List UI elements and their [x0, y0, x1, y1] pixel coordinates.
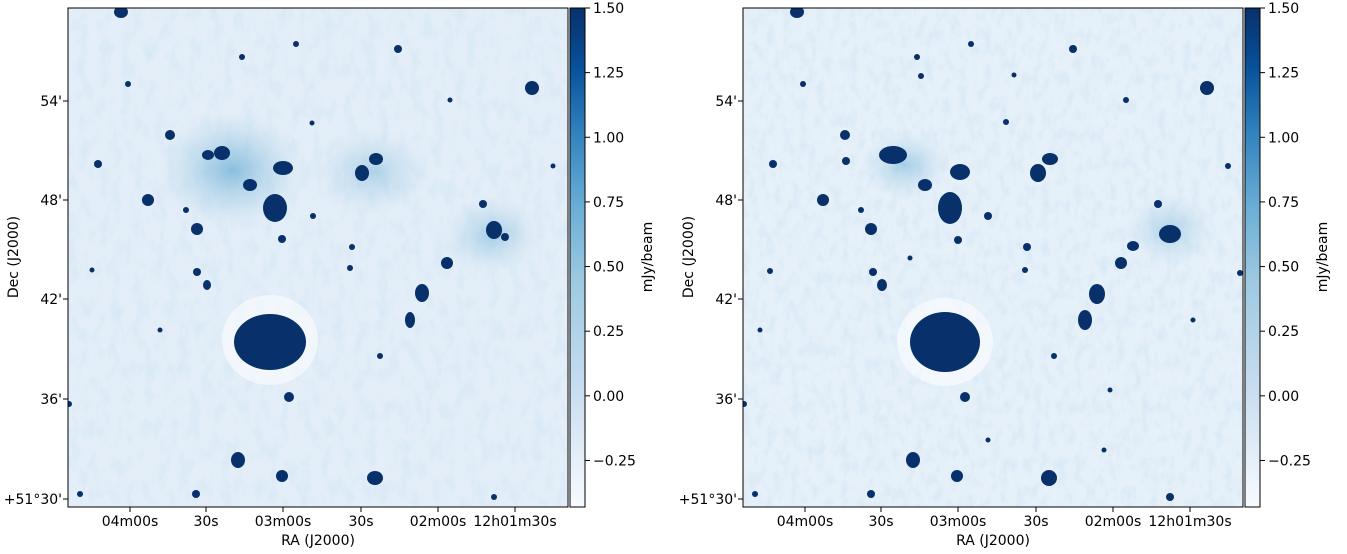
x-tick-label: 04m00s [777, 514, 834, 530]
right-x-tick-labels: 04m00s 30s 03m00s 30s 02m00s 12h01m30s [777, 514, 1232, 530]
x-tick-label: 12h01m30s [1148, 514, 1231, 530]
left-y-tick-labels: +51°30' 36' 42' 48' 54' [4, 94, 62, 508]
y-tick-label: 42' [40, 292, 62, 308]
left-axes-frame [67, 7, 569, 508]
right-colorbar [1244, 7, 1261, 508]
right-colorbar-label: mJy/beam [1315, 222, 1331, 293]
colorbar-tick-label: 1.00 [1268, 130, 1299, 146]
left-colorbar-ticks: 1.50 1.25 1.00 0.75 0.50 0.25 0.00 −0.25 [585, 1, 636, 469]
y-tick-label: 36' [715, 392, 737, 408]
colorbar-tick-label: 1.50 [1268, 1, 1299, 17]
x-tick-label: 02m00s [410, 514, 467, 530]
colorbar-tick-label: 0.00 [593, 389, 624, 405]
x-tick-label: 30s [193, 514, 218, 530]
y-tick-label: 48' [715, 193, 737, 209]
left-x-tick-marks [129, 507, 516, 512]
y-tick-label: 36' [40, 392, 62, 408]
right-y-tick-labels: +51°30' 36' 42' 48' 54' [679, 94, 737, 508]
x-tick-label: 02m00s [1085, 514, 1142, 530]
left-radio-image [68, 8, 568, 507]
colorbar-tick-label: −0.25 [1268, 453, 1311, 469]
colorbar-tick-label: 0.75 [1268, 195, 1299, 211]
left-colorbar [569, 7, 586, 508]
x-tick-label: 30s [1023, 514, 1048, 530]
colorbar-tick-label: 0.25 [1268, 324, 1299, 340]
y-tick-label: +51°30' [679, 492, 737, 508]
x-tick-label: 03m00s [930, 514, 987, 530]
right-radio-image [743, 8, 1243, 507]
y-tick-label: 54' [715, 94, 737, 110]
colorbar-tick-label: 1.25 [593, 66, 624, 82]
x-tick-label: 12h01m30s [473, 514, 556, 530]
left-sources [68, 8, 556, 500]
colorbar-tick-label: 0.00 [1268, 389, 1299, 405]
colorbar-tick-label: −0.25 [593, 453, 636, 469]
colorbar-tick-label: 0.75 [593, 195, 624, 211]
y-tick-label: 42' [715, 292, 737, 308]
right-y-tick-marks [738, 100, 743, 500]
right-colorbar-ticks: 1.50 1.25 1.00 0.75 0.50 0.25 0.00 −0.25 [1260, 1, 1311, 469]
colorbar-tick-label: 1.50 [593, 1, 624, 17]
x-tick-label: 04m00s [102, 514, 159, 530]
colorbar-tick-label: 0.50 [593, 260, 624, 276]
right-y-axis-label: Dec (J2000) [681, 216, 697, 298]
x-tick-label: 03m00s [255, 514, 312, 530]
x-tick-label: 30s [348, 514, 373, 530]
right-sources [743, 8, 1243, 501]
colorbar-tick-label: 1.00 [593, 130, 624, 146]
left-y-axis-label: Dec (J2000) [6, 216, 22, 298]
right-axes-frame [742, 7, 1244, 508]
colorbar-tick-label: 1.25 [1268, 66, 1299, 82]
y-tick-label: 54' [40, 94, 62, 110]
right-x-tick-marks [804, 507, 1191, 512]
right-x-axis-label: RA (J2000) [956, 533, 1030, 549]
left-colorbar-label: mJy/beam [640, 222, 656, 293]
left-y-tick-marks [63, 100, 68, 500]
right-panel: 04m00s 30s 03m00s 30s 02m00s 12h01m30s R… [679, 1, 1331, 549]
y-tick-label: 48' [40, 193, 62, 209]
y-tick-label: +51°30' [4, 492, 62, 508]
colorbar-tick-label: 0.50 [1268, 260, 1299, 276]
left-x-tick-labels: 04m00s 30s 03m00s 30s 02m00s 12h01m30s [102, 514, 557, 530]
x-tick-label: 30s [868, 514, 893, 530]
colorbar-tick-label: 0.25 [593, 324, 624, 340]
left-x-axis-label: RA (J2000) [281, 533, 355, 549]
left-panel: 04m00s 30s 03m00s 30s 02m00s 12h01m30s R… [4, 1, 656, 549]
